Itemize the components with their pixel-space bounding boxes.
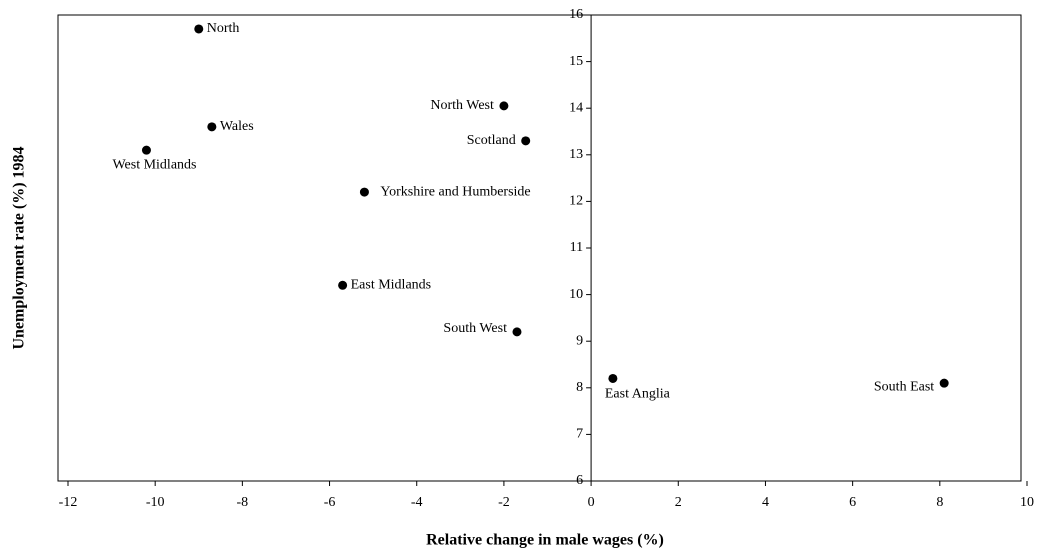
y-tick-label: 9: [576, 333, 583, 348]
point-label: South East: [874, 379, 934, 394]
x-tick-label: -6: [324, 495, 336, 510]
point: [338, 280, 348, 290]
point: [608, 373, 618, 383]
x-tick-label: -4: [411, 495, 423, 510]
point: [512, 327, 522, 337]
x-tick-label: 8: [936, 495, 943, 510]
y-tick-label: 16: [569, 7, 583, 22]
point-label: Scotland: [467, 133, 516, 148]
point: [141, 145, 151, 155]
point-label: North West: [430, 98, 494, 113]
point: [194, 24, 204, 34]
y-tick-label: 8: [576, 380, 583, 395]
y-tick-label: 7: [576, 427, 583, 442]
point: [939, 378, 949, 388]
plot-area: [57, 14, 1022, 482]
x-tick-label: -10: [146, 495, 165, 510]
x-tick-label: 6: [849, 495, 856, 510]
point-label: Yorkshire and Humberside: [380, 184, 530, 199]
point: [207, 122, 217, 132]
x-tick-label: -2: [498, 495, 510, 510]
x-axis-title: Relative change in male wages (%): [426, 532, 664, 549]
y-tick-label: 13: [569, 147, 583, 162]
point: [359, 187, 369, 197]
point-label: West Midlands: [112, 157, 196, 172]
point-label: Wales: [220, 119, 254, 134]
y-tick-label: 11: [570, 240, 583, 255]
x-tick-label: -12: [59, 495, 78, 510]
y-tick-label: 10: [569, 287, 583, 302]
y-tick-label: 14: [569, 100, 583, 115]
point-label: South West: [443, 321, 507, 336]
y-tick-label: 6: [576, 473, 583, 488]
x-tick-label: -8: [237, 495, 249, 510]
y-axis-title: Unemployment rate (%) 1984: [11, 146, 28, 349]
y-tick-label: 12: [569, 194, 583, 209]
x-tick-label: 10: [1020, 495, 1034, 510]
y-tick-label: 15: [569, 54, 583, 69]
point-label: East Anglia: [605, 387, 671, 402]
point-label: East Midlands: [351, 277, 432, 292]
point: [521, 136, 531, 146]
point-label: North: [207, 21, 240, 36]
x-tick-label: 4: [762, 495, 769, 510]
x-tick-label: 0: [588, 495, 595, 510]
point: [499, 101, 509, 111]
x-tick-label: 2: [675, 495, 682, 510]
